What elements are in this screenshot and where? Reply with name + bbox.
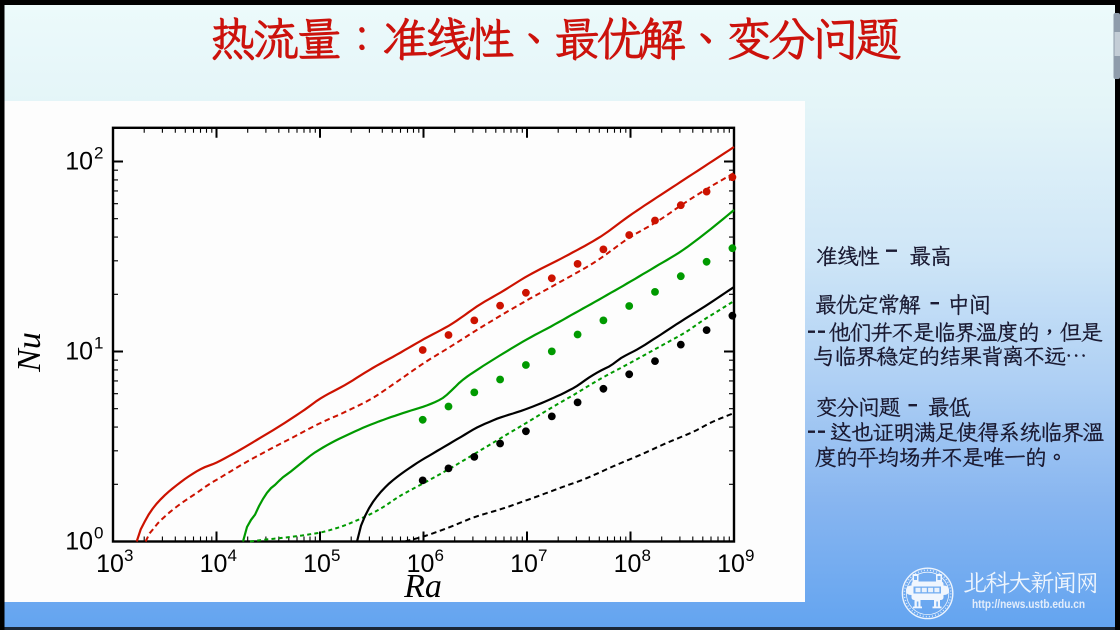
svg-text:5: 5 xyxy=(331,546,340,565)
svg-text:2: 2 xyxy=(94,144,103,163)
svg-text:8: 8 xyxy=(642,546,651,565)
svg-text:10: 10 xyxy=(65,148,93,176)
svg-text:3: 3 xyxy=(124,546,133,565)
svg-text:10: 10 xyxy=(200,550,228,578)
svg-text:Ra: Ra xyxy=(403,568,442,605)
svg-text:10: 10 xyxy=(717,550,745,578)
svg-text:10: 10 xyxy=(614,550,642,578)
svg-text:10: 10 xyxy=(96,550,124,578)
svg-text:4: 4 xyxy=(228,546,237,565)
svg-text:Nu: Nu xyxy=(11,332,48,373)
svg-text:1: 1 xyxy=(94,334,103,353)
svg-text:9: 9 xyxy=(745,546,754,565)
svg-text:http://news.ustb.edu.cn: http://news.ustb.edu.cn xyxy=(972,597,1085,611)
svg-text:10: 10 xyxy=(407,550,435,578)
svg-text:10: 10 xyxy=(65,338,93,366)
svg-text:10: 10 xyxy=(303,550,331,578)
svg-text:6: 6 xyxy=(435,546,444,565)
svg-text:10: 10 xyxy=(510,550,538,578)
svg-text:10: 10 xyxy=(65,528,93,556)
svg-text:7: 7 xyxy=(538,546,547,565)
svg-text:0: 0 xyxy=(94,524,103,543)
